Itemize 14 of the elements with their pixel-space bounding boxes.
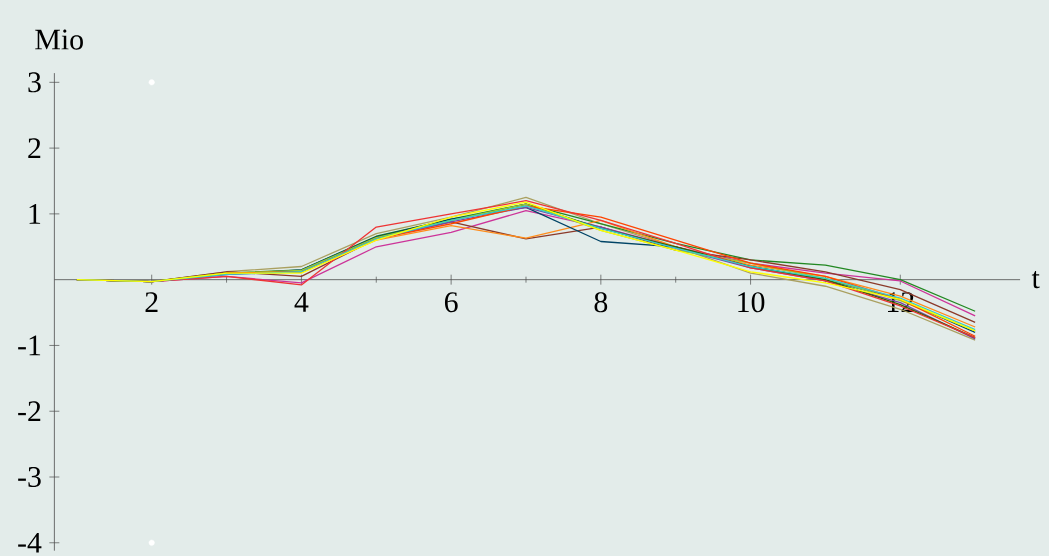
y-tick-label: -1 [18, 335, 41, 356]
y-tick-label: 2 [28, 138, 41, 159]
x-tick-label: 8 [594, 292, 608, 313]
y-axis-title: Mio [35, 29, 83, 50]
x-tick-label: 10 [738, 292, 765, 313]
x-tick-label: 6 [444, 292, 458, 313]
x-axis-title: t [1031, 271, 1040, 289]
y-tick-label: 3 [28, 72, 41, 93]
y-tick-label: -2 [18, 401, 41, 422]
x-tick-label: 4 [294, 292, 309, 312]
y-tick-label: -3 [18, 467, 41, 488]
x-tick-label: 2 [145, 292, 158, 312]
y-tick-label: -4 [18, 533, 42, 553]
y-tick-label: 1 [29, 204, 41, 224]
